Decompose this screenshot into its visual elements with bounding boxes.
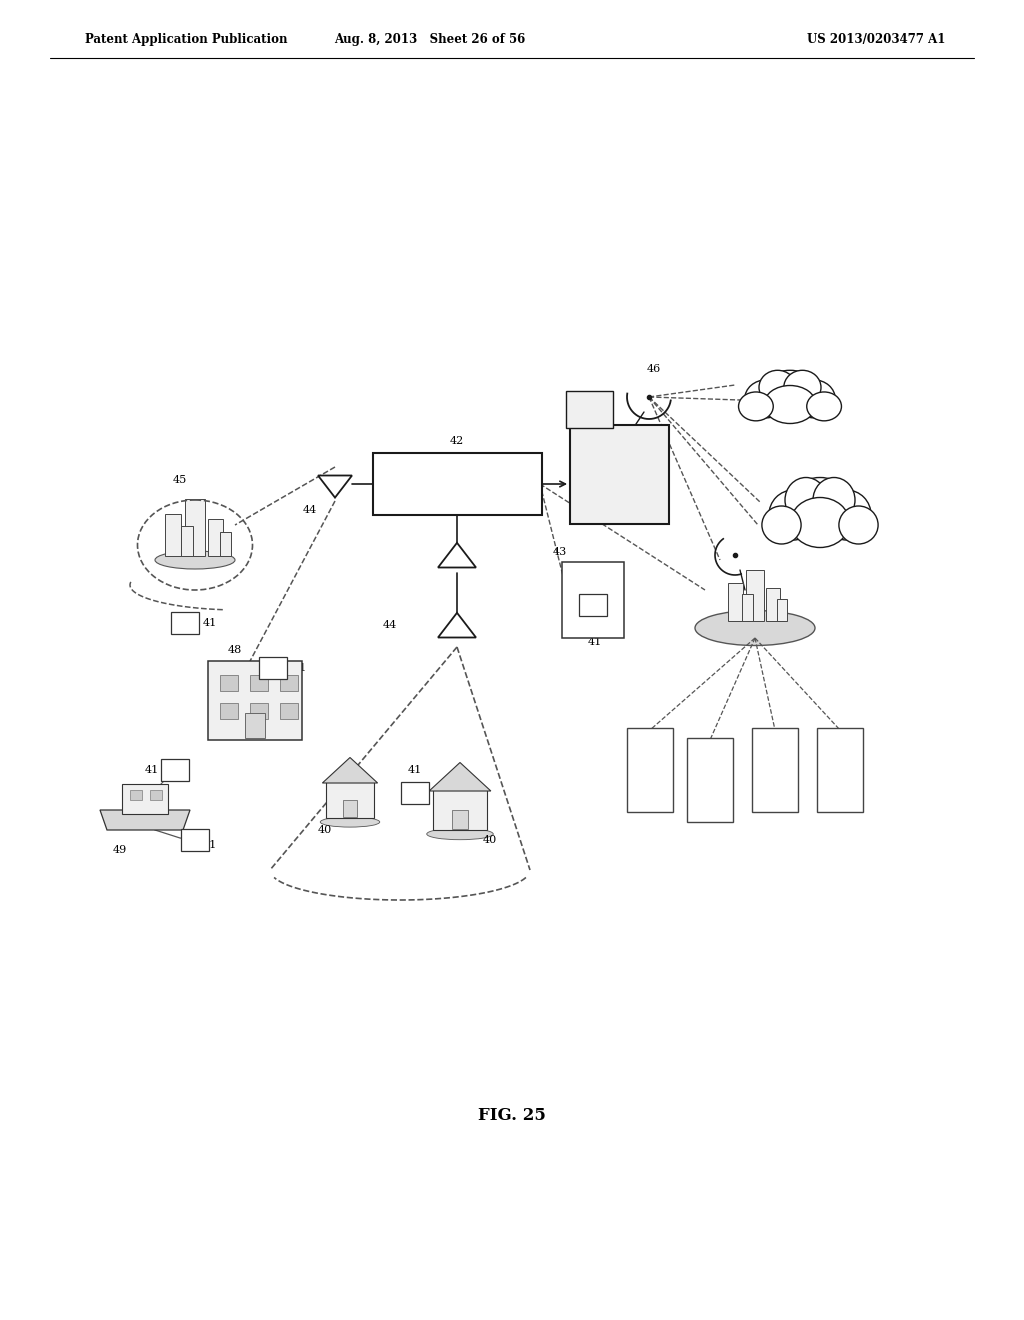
Text: US 2013/0203477 A1: US 2013/0203477 A1 bbox=[807, 33, 945, 46]
FancyBboxPatch shape bbox=[185, 499, 205, 556]
Text: 47: 47 bbox=[778, 520, 792, 531]
FancyBboxPatch shape bbox=[250, 702, 268, 718]
Text: 41: 41 bbox=[144, 766, 159, 775]
FancyBboxPatch shape bbox=[777, 599, 787, 620]
Polygon shape bbox=[323, 758, 378, 783]
FancyBboxPatch shape bbox=[433, 789, 487, 830]
FancyBboxPatch shape bbox=[250, 675, 268, 690]
Text: 49: 49 bbox=[113, 845, 127, 855]
Text: 40: 40 bbox=[317, 825, 332, 836]
FancyBboxPatch shape bbox=[453, 810, 468, 829]
FancyBboxPatch shape bbox=[208, 660, 302, 739]
FancyBboxPatch shape bbox=[745, 569, 764, 620]
Polygon shape bbox=[100, 810, 190, 830]
Text: ACCESS UNIT: ACCESS UNIT bbox=[416, 488, 498, 498]
FancyBboxPatch shape bbox=[280, 675, 298, 690]
Ellipse shape bbox=[427, 829, 494, 840]
Ellipse shape bbox=[321, 817, 380, 828]
Ellipse shape bbox=[769, 490, 818, 540]
Ellipse shape bbox=[785, 478, 855, 543]
Ellipse shape bbox=[792, 380, 836, 418]
Ellipse shape bbox=[785, 478, 827, 523]
FancyBboxPatch shape bbox=[208, 519, 222, 556]
Text: SERVICES: SERVICES bbox=[792, 525, 848, 535]
Ellipse shape bbox=[759, 371, 797, 404]
FancyBboxPatch shape bbox=[326, 781, 375, 818]
FancyBboxPatch shape bbox=[181, 829, 209, 851]
Polygon shape bbox=[438, 612, 476, 638]
Ellipse shape bbox=[719, 616, 791, 634]
FancyBboxPatch shape bbox=[219, 532, 230, 556]
FancyBboxPatch shape bbox=[817, 729, 863, 812]
Polygon shape bbox=[438, 543, 476, 568]
FancyBboxPatch shape bbox=[752, 729, 798, 812]
FancyBboxPatch shape bbox=[728, 583, 742, 620]
Text: 44: 44 bbox=[303, 506, 317, 515]
Text: 41: 41 bbox=[203, 618, 217, 628]
Text: 41: 41 bbox=[293, 663, 307, 673]
Ellipse shape bbox=[744, 380, 788, 418]
Text: 40: 40 bbox=[483, 836, 497, 845]
FancyBboxPatch shape bbox=[150, 789, 162, 800]
Ellipse shape bbox=[791, 498, 849, 548]
Text: 43: 43 bbox=[553, 546, 567, 557]
Polygon shape bbox=[429, 763, 490, 791]
Polygon shape bbox=[318, 475, 352, 498]
Ellipse shape bbox=[759, 371, 821, 420]
FancyBboxPatch shape bbox=[280, 702, 298, 718]
Text: 48: 48 bbox=[228, 645, 242, 655]
FancyBboxPatch shape bbox=[566, 391, 613, 428]
Text: Patent Application Publication: Patent Application Publication bbox=[85, 33, 288, 46]
FancyBboxPatch shape bbox=[161, 759, 189, 781]
Ellipse shape bbox=[807, 392, 842, 421]
Text: 46: 46 bbox=[647, 364, 662, 374]
FancyBboxPatch shape bbox=[130, 789, 142, 800]
Text: 41: 41 bbox=[203, 840, 217, 850]
Text: Aug. 8, 2013   Sheet 26 of 56: Aug. 8, 2013 Sheet 26 of 56 bbox=[335, 33, 525, 46]
FancyBboxPatch shape bbox=[245, 713, 265, 738]
Text: MULTI CHANNEL: MULTI CHANNEL bbox=[406, 470, 509, 479]
Ellipse shape bbox=[783, 371, 821, 404]
FancyBboxPatch shape bbox=[259, 656, 287, 680]
Ellipse shape bbox=[813, 478, 855, 523]
Ellipse shape bbox=[155, 550, 234, 569]
FancyBboxPatch shape bbox=[165, 513, 181, 556]
FancyBboxPatch shape bbox=[220, 675, 238, 690]
Ellipse shape bbox=[738, 392, 773, 421]
FancyBboxPatch shape bbox=[570, 425, 669, 524]
FancyBboxPatch shape bbox=[122, 784, 168, 814]
Text: 41: 41 bbox=[408, 766, 422, 775]
Text: 42: 42 bbox=[450, 436, 464, 446]
FancyBboxPatch shape bbox=[687, 738, 733, 822]
Ellipse shape bbox=[839, 506, 879, 544]
FancyBboxPatch shape bbox=[373, 453, 542, 515]
Ellipse shape bbox=[764, 385, 816, 424]
Text: DATA: DATA bbox=[805, 511, 835, 520]
Text: FIG. 25: FIG. 25 bbox=[478, 1106, 546, 1123]
FancyBboxPatch shape bbox=[181, 525, 193, 556]
FancyBboxPatch shape bbox=[742, 594, 754, 620]
FancyBboxPatch shape bbox=[220, 702, 238, 718]
Ellipse shape bbox=[695, 610, 815, 645]
Text: TELECOM/: TELECOM/ bbox=[791, 498, 850, 507]
FancyBboxPatch shape bbox=[766, 587, 780, 620]
FancyBboxPatch shape bbox=[343, 800, 356, 817]
Text: 41: 41 bbox=[588, 638, 602, 647]
FancyBboxPatch shape bbox=[562, 562, 624, 638]
Text: 44: 44 bbox=[383, 620, 397, 630]
Text: 45: 45 bbox=[173, 475, 187, 484]
FancyBboxPatch shape bbox=[627, 729, 673, 812]
FancyBboxPatch shape bbox=[171, 611, 199, 635]
FancyBboxPatch shape bbox=[401, 781, 429, 804]
Ellipse shape bbox=[762, 506, 801, 544]
Ellipse shape bbox=[822, 490, 871, 540]
Text: WWW: WWW bbox=[771, 392, 809, 403]
FancyBboxPatch shape bbox=[579, 594, 607, 616]
